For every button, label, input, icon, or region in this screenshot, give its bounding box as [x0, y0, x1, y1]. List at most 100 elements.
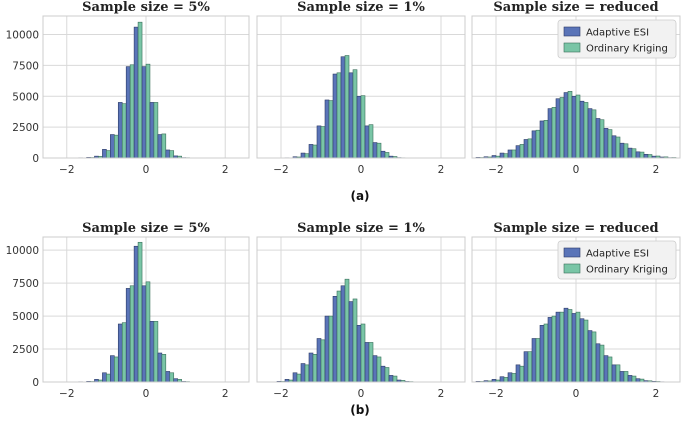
bar-adaptive-esi — [579, 318, 585, 383]
bar-ordinary-kriging — [591, 331, 597, 383]
bar-ordinary-kriging — [368, 124, 374, 159]
bar-ordinary-kriging — [328, 100, 334, 159]
bar-adaptive-esi — [603, 355, 609, 383]
bar-adaptive-esi — [364, 342, 370, 383]
bar-ordinary-kriging — [153, 102, 159, 159]
legend-swatch-adaptive-esi — [563, 26, 581, 37]
bar-ordinary-kriging — [607, 356, 613, 383]
bar-ordinary-kriging — [503, 377, 509, 383]
bar-ordinary-kriging — [631, 375, 637, 383]
bar-ordinary-kriging — [559, 311, 565, 383]
bar-adaptive-esi — [125, 288, 131, 383]
bar-ordinary-kriging — [304, 364, 310, 383]
bar-ordinary-kriging — [551, 107, 557, 159]
legend-label-ordinary-kriging: Ordinary Kriging — [586, 44, 668, 55]
bar-adaptive-esi — [587, 108, 593, 159]
bar-adaptive-esi — [133, 26, 139, 159]
chart-panel: Sample size = reduced −2 0 2 Adaptive ESI Ord… — [471, 0, 681, 176]
bar-ordinary-kriging — [169, 372, 175, 383]
bar-adaptive-esi — [340, 56, 346, 159]
bar-ordinary-kriging — [615, 364, 621, 383]
bar-adaptive-esi — [149, 102, 155, 159]
chart-panel: Sample size = 5% −2 0 2 0 2500 5000 7500 10000 — [6, 221, 250, 400]
bar-ordinary-kriging — [551, 315, 557, 383]
bar-ordinary-kriging — [519, 365, 525, 383]
bar-ordinary-kriging — [623, 371, 629, 383]
x-tick-label: 0 — [358, 388, 365, 400]
x-tick-label: −2 — [273, 388, 288, 400]
x-tick-label: 2 — [653, 388, 660, 400]
bar-ordinary-kriging — [567, 91, 573, 159]
bar-ordinary-kriging — [114, 134, 119, 159]
y-tick-label: 0 — [32, 153, 39, 165]
panel-title: Sample size = 5% — [82, 0, 210, 15]
bar-adaptive-esi — [507, 149, 513, 159]
bar-adaptive-esi — [595, 118, 601, 159]
x-tick-label: 0 — [573, 164, 580, 176]
y-tick-label: 2500 — [12, 122, 39, 134]
bar-adaptive-esi — [515, 364, 521, 383]
y-tick-label: 5000 — [12, 311, 39, 323]
bar-adaptive-esi — [356, 95, 362, 159]
bar-ordinary-kriging — [328, 315, 334, 383]
bar-ordinary-kriging — [535, 338, 541, 383]
chart-panel: Sample size = 5% −2 0 2 0 2500 5000 7500 10000 — [6, 0, 250, 176]
bar-adaptive-esi — [563, 307, 569, 383]
bar-ordinary-kriging — [106, 150, 111, 159]
x-tick-label: 0 — [143, 164, 150, 176]
bar-adaptive-esi — [563, 92, 569, 159]
bar-ordinary-kriging — [360, 95, 366, 159]
bar-adaptive-esi — [555, 311, 561, 383]
legend: Adaptive ESI Ordinary Kriging — [557, 240, 677, 280]
bar-adaptive-esi — [125, 66, 131, 159]
bar-adaptive-esi — [348, 72, 354, 159]
bar-adaptive-esi — [571, 313, 577, 383]
bar-ordinary-kriging — [384, 152, 390, 159]
bar-adaptive-esi — [324, 99, 330, 159]
bar-ordinary-kriging — [615, 136, 621, 159]
bar-ordinary-kriging — [599, 119, 605, 159]
bar-adaptive-esi — [300, 152, 306, 159]
bar-ordinary-kriging — [591, 109, 597, 159]
bar-adaptive-esi — [292, 372, 298, 383]
legend-label-adaptive-esi: Adaptive ESI — [586, 249, 649, 260]
bar-adaptive-esi — [515, 145, 521, 159]
bar-adaptive-esi — [539, 120, 545, 159]
bar-ordinary-kriging — [607, 129, 613, 159]
bar-adaptive-esi — [643, 153, 649, 159]
x-tick-label: −2 — [488, 388, 503, 400]
bar-ordinary-kriging — [527, 351, 533, 383]
bar-adaptive-esi — [523, 139, 529, 159]
bar-ordinary-kriging — [121, 103, 127, 159]
row-a-caption: (a) — [350, 189, 369, 203]
bar-ordinary-kriging — [344, 55, 350, 159]
bar-adaptive-esi — [308, 352, 314, 383]
panel-title: Sample size = reduced — [493, 221, 658, 236]
bar-adaptive-esi — [157, 134, 163, 159]
bar-ordinary-kriging — [129, 64, 135, 159]
bar-ordinary-kriging — [575, 94, 581, 159]
bar-adaptive-esi — [110, 134, 115, 159]
bar-adaptive-esi — [539, 325, 545, 383]
panel-title: Sample size = 5% — [82, 221, 210, 236]
bar-adaptive-esi — [587, 330, 593, 383]
bar-ordinary-kriging — [527, 138, 533, 159]
bar-ordinary-kriging — [161, 133, 167, 159]
y-tick-label: 2500 — [12, 344, 39, 356]
y-tick-label: 7500 — [12, 278, 39, 290]
x-tick-label: 0 — [143, 388, 150, 400]
bar-adaptive-esi — [133, 245, 139, 383]
bar-ordinary-kriging — [368, 342, 374, 383]
bar-adaptive-esi — [102, 149, 107, 159]
plot-frame — [42, 236, 250, 383]
bar-ordinary-kriging — [296, 373, 302, 383]
bar-ordinary-kriging — [647, 154, 653, 159]
bar-ordinary-kriging — [344, 278, 350, 383]
legend-swatch-ordinary-kriging — [563, 263, 581, 274]
bar-adaptive-esi — [531, 130, 537, 159]
bar-adaptive-esi — [340, 285, 346, 383]
bar-ordinary-kriging — [392, 375, 398, 383]
bar-adaptive-esi — [316, 125, 322, 159]
y-tick-label: 10000 — [6, 30, 39, 42]
